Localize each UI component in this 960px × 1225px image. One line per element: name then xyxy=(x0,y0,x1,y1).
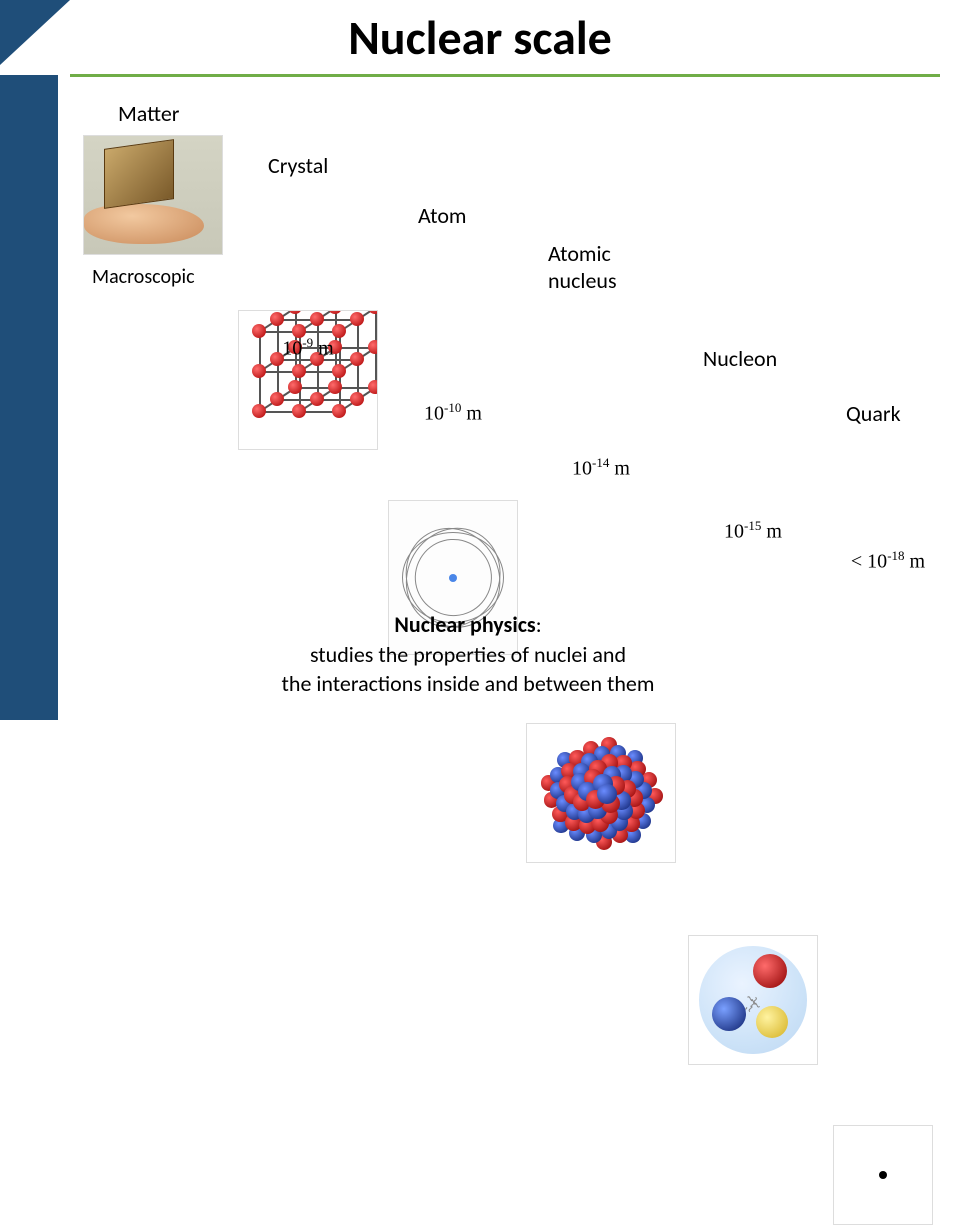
scale-atom: 10-10 m xyxy=(388,400,518,426)
image-crystal xyxy=(238,310,378,450)
label-nucleus: Atomic nucleus xyxy=(548,240,617,294)
label-nucleon: Nucleon xyxy=(703,345,777,372)
label-atom: Atom xyxy=(418,202,467,229)
label-quark: Quark xyxy=(846,400,901,427)
description-text: Nuclear physics: studies the properties … xyxy=(188,610,748,699)
atom-core-icon xyxy=(449,574,457,582)
scale-nucleon: 10-15 m xyxy=(688,518,818,544)
cube-icon xyxy=(104,139,174,209)
hand-icon xyxy=(84,204,204,244)
quark-red-icon xyxy=(753,954,787,988)
image-nucleus xyxy=(526,723,676,863)
label-crystal: Crystal xyxy=(268,152,328,179)
image-quark xyxy=(833,1125,933,1225)
content-canvas: Matter Macroscopic Crystal 10-9 m Atom 1… xyxy=(58,80,960,720)
slide-title: Nuclear scale xyxy=(0,8,960,67)
title-underline xyxy=(70,74,940,77)
scale-crystal: 10-9 m xyxy=(238,335,378,361)
sidebar-decoration xyxy=(0,75,58,720)
sublabel-matter: Macroscopic xyxy=(92,265,195,289)
image-matter xyxy=(83,135,223,255)
quark-yellow-icon xyxy=(756,1006,788,1038)
label-matter: Matter xyxy=(118,100,179,127)
scale-quark: < 10-18 m xyxy=(818,548,958,574)
image-nucleon: ~~~ ~~~ ~~~ xyxy=(688,935,818,1065)
quark-dot-icon xyxy=(879,1171,887,1179)
scale-nucleus: 10-14 m xyxy=(526,455,676,481)
